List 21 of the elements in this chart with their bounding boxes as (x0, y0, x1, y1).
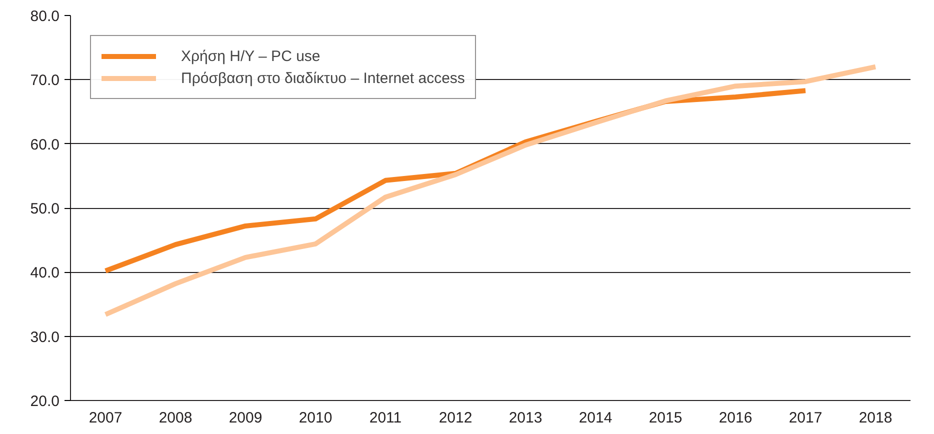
y-tick-label: 60.0 (30, 136, 60, 154)
x-tick-label: 2017 (788, 410, 822, 426)
x-tick-label: 2013 (508, 410, 542, 426)
y-tick-label: 70.0 (30, 72, 60, 90)
x-tick-label: 2011 (369, 410, 402, 426)
x-tick-label: 2012 (438, 410, 472, 426)
y-tick-label: 80.0 (30, 8, 60, 25)
y-tick-label: 30.0 (30, 328, 60, 346)
x-tick-label: 2015 (648, 410, 682, 426)
x-tick-label: 2007 (88, 410, 122, 426)
x-tick-label: 2014 (578, 410, 612, 426)
x-tick-label: 2018 (858, 410, 892, 426)
x-tick-label: 2008 (158, 410, 192, 426)
y-tick-label: 40.0 (30, 264, 60, 282)
x-tick-label: 2009 (228, 410, 262, 426)
y-tick-label: 20.0 (30, 393, 60, 410)
y-tick-label: 50.0 (30, 200, 60, 218)
x-tick-label: 2016 (718, 410, 752, 426)
legend-label: Πρόσβαση στο διαδίκτυο – Internet access (181, 70, 465, 86)
legend-label: Χρήση Η/Υ – PC use (181, 48, 320, 64)
x-tick-label: 2010 (298, 410, 332, 426)
